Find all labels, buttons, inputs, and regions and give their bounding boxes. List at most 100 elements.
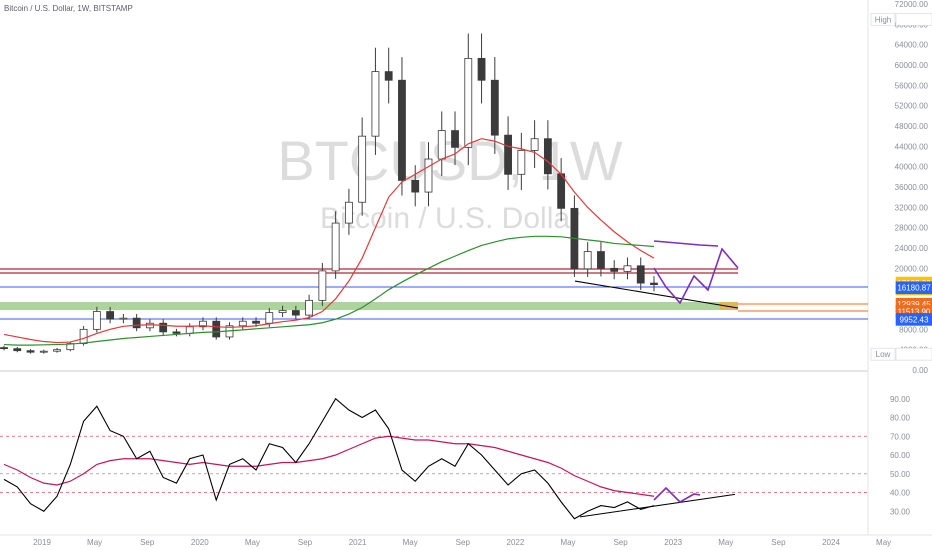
candle-body (557, 173, 566, 209)
rsi-tick-label: 90.00 (890, 395, 911, 404)
candle-body (331, 222, 340, 272)
candle-body (583, 251, 592, 270)
rsi-tick-label: 30.00 (890, 507, 911, 516)
candle-body (451, 130, 459, 148)
candle-body (278, 310, 287, 313)
watermark-name: Bitcoin / U.S. Dollar (320, 202, 580, 235)
drawings-group (574, 240, 739, 518)
candle-body (650, 282, 658, 286)
rsi-line (3, 397, 655, 520)
candle-body (265, 312, 274, 324)
candle-body (504, 134, 512, 175)
price-tick-label: 48000.00 (895, 122, 929, 131)
price-tag-box (895, 281, 932, 295)
candle-body (106, 311, 115, 320)
candle-body (543, 138, 552, 175)
time-tick-label: May (876, 538, 891, 547)
time-tick-label: 2023 (664, 538, 682, 547)
candle-body (384, 71, 393, 81)
candle-body (252, 320, 260, 324)
price-tag-box (895, 12, 932, 26)
candle-body (623, 265, 632, 272)
candle-body (159, 322, 168, 333)
candle-body (238, 320, 247, 327)
price-tick-label: 24000.00 (895, 244, 929, 253)
candle-body (305, 299, 314, 316)
candles-group (0, 33, 658, 354)
candle-body (53, 349, 61, 352)
price-tag-value: 16180.87 (897, 284, 931, 293)
candle-body (424, 158, 433, 193)
candle-body (79, 328, 88, 344)
price-tag-box (895, 347, 932, 361)
time-tick-label: 2019 (33, 538, 51, 547)
price-tick-label: 32000.00 (895, 203, 929, 212)
time-tick-label: 2020 (191, 538, 209, 547)
price-tick-label: 28000.00 (895, 224, 929, 233)
price-tag-value: 69000.00 (897, 15, 931, 24)
ma-projection-path (653, 240, 719, 247)
rsi-tick-label: 40.00 (890, 489, 911, 498)
rsi-trendline (579, 493, 736, 518)
candle-body (490, 79, 499, 136)
time-tick-label: May (403, 538, 418, 547)
candle-body (291, 310, 300, 316)
price-projection-path (653, 247, 739, 305)
horizontal-levels (0, 268, 868, 320)
price-tag-label-box (870, 12, 896, 26)
candle-body (119, 317, 128, 320)
price-trendline (574, 280, 739, 309)
price-tag-label: Low (876, 350, 891, 359)
candle-body (185, 326, 194, 334)
price-tick-label: 56000.00 (895, 81, 929, 90)
time-tick-label: Sep (613, 538, 628, 547)
price-tag-value: 12939.45 (897, 300, 931, 309)
support-zone (0, 302, 738, 310)
candle-body (199, 320, 207, 328)
ma-fast-line (3, 138, 655, 344)
symbol-header[interactable]: Bitcoin / U.S. Dollar, 1W, BITSTAMP (4, 4, 133, 13)
rsi-tick-label: 70.00 (890, 432, 911, 441)
ma-slow-line (3, 235, 655, 346)
price-tag-label: High (875, 15, 891, 24)
time-tick-label: May (245, 538, 260, 547)
price-tick-label: 52000.00 (895, 102, 929, 111)
price-tick-label: 64000.00 (895, 41, 929, 50)
candle-body (92, 311, 101, 330)
price-tick-label: 8000.00 (899, 325, 928, 334)
candle-body (344, 201, 353, 224)
rsi-tick-label: 80.00 (890, 414, 911, 423)
candle-body (411, 179, 420, 193)
price-tick-label: 44000.00 (895, 142, 929, 151)
price-tag-value: 11513.90 (898, 307, 931, 316)
moving-averages (3, 138, 655, 346)
rsi-axis[interactable]: 30.00 40.00 50.00 60.00 70.00 80.00 90.00 (890, 395, 911, 517)
candle-body (597, 251, 605, 269)
candle-body (477, 57, 486, 81)
candle-body (437, 130, 446, 160)
candle-body (132, 317, 141, 329)
time-tick-label: May (560, 538, 575, 547)
candle-body (172, 331, 181, 334)
time-tick-label: Sep (140, 538, 155, 547)
time-axis[interactable]: 2019 May Sep 2020 May Sep 2021 May Sep 2022 May Sep… (33, 538, 891, 547)
candle-body (318, 270, 327, 301)
rsi-ma-line (3, 435, 655, 497)
rsi-tick-label: 60.00 (890, 451, 911, 460)
candle-body (517, 149, 526, 175)
price-tick-label: 20000.00 (895, 264, 929, 273)
price-tick-label: 40000.00 (895, 163, 929, 172)
candle-body (636, 265, 645, 284)
time-tick-label: Sep (771, 538, 786, 547)
rsi-projection-path (653, 486, 701, 503)
rsi-pane (0, 397, 868, 520)
price-tick-label: 72000.00 (895, 0, 929, 9)
candle-body (26, 350, 35, 353)
price-tag-value: 3122.28 (900, 350, 929, 359)
time-tick-label: Sep (456, 538, 471, 547)
price-tick-label: 36000.00 (895, 183, 929, 192)
price-tick-label: 0.00 (912, 366, 928, 375)
candle-body (398, 79, 406, 181)
